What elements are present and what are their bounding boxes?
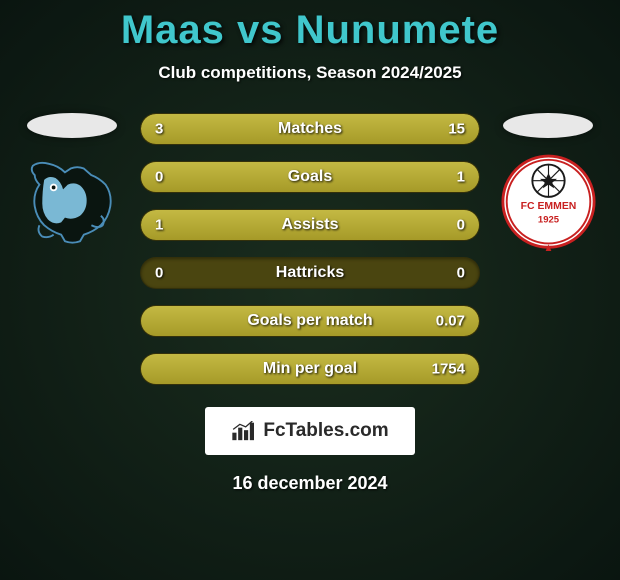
left-team-column (22, 113, 122, 251)
stat-bars: 3 Matches 15 0 Goals 1 1 Assists 0 0 Hattricks 0 Goa… (140, 113, 480, 385)
stat-bar: 0 Hattricks 0 (140, 257, 480, 289)
bar-value-right: 0 (457, 265, 465, 282)
bar-label: Goals (288, 168, 332, 186)
bar-label: Goals per match (247, 312, 372, 330)
page-title: Maas vs Nunumete (0, 8, 620, 53)
left-shadow (27, 113, 117, 138)
bar-value-right: 15 (448, 121, 465, 138)
bar-label: Assists (282, 216, 339, 234)
stat-bar: 3 Matches 15 (140, 113, 480, 145)
left-team-logo (25, 156, 120, 251)
brand-text: FcTables.com (263, 420, 388, 442)
stat-bar: Min per goal 1754 (140, 353, 480, 385)
subtitle: Club competitions, Season 2024/2025 (0, 63, 620, 83)
date-text: 16 december 2024 (0, 473, 620, 494)
right-shadow (503, 113, 593, 138)
bar-value-left: 1 (155, 217, 163, 234)
chart-icon (231, 421, 257, 441)
bar-fill-left (141, 114, 197, 144)
bar-value-right: 0.07 (436, 313, 465, 330)
brand-badge: FcTables.com (205, 407, 415, 455)
stat-bar: 1 Assists 0 (140, 209, 480, 241)
bar-label: Hattricks (276, 264, 344, 282)
svg-text:FC EMMEN: FC EMMEN (520, 201, 576, 212)
bar-label: Min per goal (263, 360, 357, 378)
bar-value-right: 1754 (432, 361, 465, 378)
bar-value-right: 1 (457, 169, 465, 186)
right-team-column: FC EMMEN 1925 (498, 113, 598, 251)
stat-bar: Goals per match 0.07 (140, 305, 480, 337)
comparison-container: 3 Matches 15 0 Goals 1 1 Assists 0 0 Hattricks 0 Goa… (0, 113, 620, 385)
right-team-logo: FC EMMEN 1925 (501, 156, 596, 251)
bar-value-left: 0 (155, 169, 163, 186)
stat-bar: 0 Goals 1 (140, 161, 480, 193)
bar-label: Matches (278, 120, 342, 138)
bar-value-left: 0 (155, 265, 163, 282)
bar-value-right: 0 (457, 217, 465, 234)
svg-text:1925: 1925 (537, 214, 559, 225)
bar-value-left: 3 (155, 121, 163, 138)
